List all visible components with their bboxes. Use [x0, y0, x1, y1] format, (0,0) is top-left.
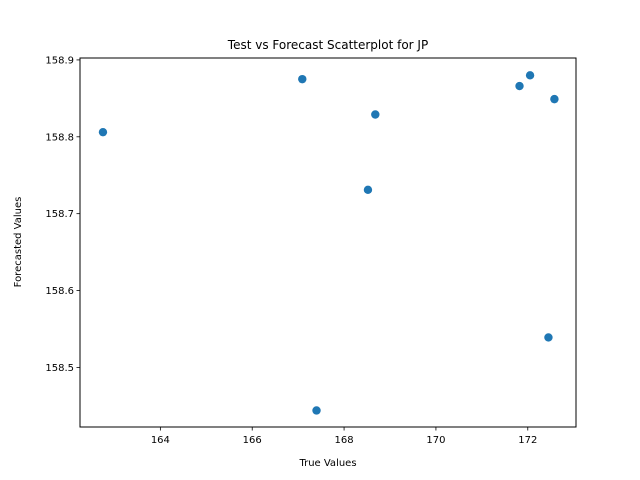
plot-frame: [79, 57, 577, 428]
y-tick-label: 158.9: [45, 55, 74, 66]
x-tick-label: 168: [335, 435, 354, 446]
scatter-point: [363, 185, 373, 195]
y-tick-label: 158.8: [45, 132, 74, 143]
scatter-point: [312, 406, 321, 415]
scatter-point: [515, 81, 524, 91]
x-axis-label: True Values: [298, 458, 356, 469]
y-tick-label: 158.7: [45, 209, 74, 220]
plot-area: 164 166 168 170 172 158.5 158.6 158.7 158.8 158.9: [45, 55, 559, 446]
scatter-point: [371, 110, 380, 119]
scatter-point: [98, 127, 108, 137]
chart-title: Test vs Forecast Scatterplot for JP: [227, 38, 428, 52]
scatter-point: [525, 71, 535, 80]
y-tick-label: 158.6: [45, 286, 74, 297]
y-axis-label: Forecasted Values: [13, 197, 24, 288]
y-tick-label: 158.5: [45, 363, 74, 374]
x-tick-label: 170: [426, 435, 445, 446]
scatter-point: [550, 94, 559, 104]
x-tick-label: 172: [518, 435, 537, 446]
scatter-point: [544, 333, 553, 342]
scatter-point: [298, 74, 307, 84]
x-tick-label: 166: [243, 435, 262, 446]
x-tick-label: 164: [151, 435, 170, 446]
